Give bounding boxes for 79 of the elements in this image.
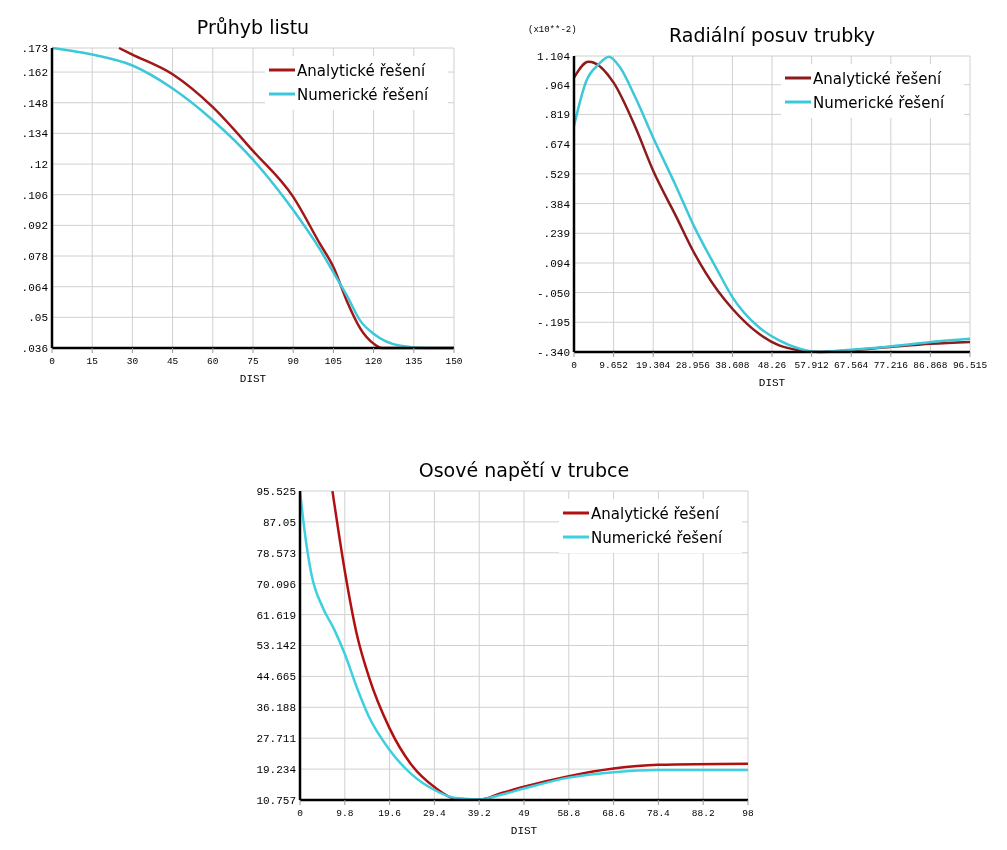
x-axis-title: DIST xyxy=(239,373,267,385)
x-tick-label: 77.216 xyxy=(873,360,909,371)
y-tick-label: 1.104 xyxy=(536,51,571,63)
legend-label: Numerické řešení xyxy=(813,94,945,112)
y-tick-label: .964 xyxy=(543,79,571,92)
x-tick-label: 67.564 xyxy=(834,360,869,371)
y-tick-label: 19.234 xyxy=(256,764,297,777)
y-tick-label: .106 xyxy=(21,189,48,202)
x-tick-label: 9.8 xyxy=(336,808,354,819)
legend-label: Analytické řešení xyxy=(813,70,943,88)
x-tick-label: 150 xyxy=(445,356,463,367)
x-tick-label: 49 xyxy=(518,808,530,819)
legend-label: Numerické řešení xyxy=(297,86,429,104)
x-tick-label: 57.912 xyxy=(794,360,830,371)
y-tick-label: .529 xyxy=(543,168,570,181)
y-tick-label: .05 xyxy=(28,312,48,325)
x-tick-label: 15 xyxy=(86,356,99,367)
x-tick-label: 30 xyxy=(126,356,139,367)
y-tick-label: 27.711 xyxy=(256,733,297,746)
y-tick-label: -.195 xyxy=(536,317,570,330)
y-tick-label: .078 xyxy=(21,251,48,264)
x-tick-label: 0 xyxy=(49,356,56,367)
x-tick-label: 78.4 xyxy=(646,808,671,819)
y-tick-label: 36.188 xyxy=(256,702,296,715)
legend-label: Numerické řešení xyxy=(591,529,723,547)
y-tick-label: .173 xyxy=(21,43,48,55)
x-tick-label: 68.6 xyxy=(602,808,626,819)
y-tick-label: .036 xyxy=(21,343,48,355)
y-tick-label: .064 xyxy=(21,281,49,294)
x-tick-label: 29.4 xyxy=(422,808,447,819)
chart-title: Radiální posuv trubky xyxy=(669,24,875,46)
x-tick-label: 9.652 xyxy=(599,360,629,371)
y-tick-label: .092 xyxy=(21,220,48,233)
y-tick-label: -.340 xyxy=(536,347,570,359)
y-tick-label: .134 xyxy=(21,128,49,141)
y-tick-label: .12 xyxy=(28,159,48,172)
y-tick-label: .094 xyxy=(543,258,571,271)
x-tick-label: 120 xyxy=(365,356,383,367)
x-tick-label: 60 xyxy=(207,356,219,367)
text: (x10**-2) xyxy=(528,25,577,35)
x-tick-label: 96.515 xyxy=(952,360,988,371)
x-tick-label: 90 xyxy=(287,356,300,367)
chart-title: Osové napětí v trubce xyxy=(418,459,630,481)
x-tick-label: 39.2 xyxy=(467,808,491,819)
y-tick-label: 87.05 xyxy=(262,516,296,529)
x-tick-label: 38.608 xyxy=(715,360,750,371)
x-tick-label: 98 xyxy=(742,808,754,819)
y-tick-label: 95.525 xyxy=(256,486,296,498)
y-tick-label: .162 xyxy=(21,67,48,80)
y-tick-label: 10.757 xyxy=(256,795,296,807)
x-tick-label: 19.6 xyxy=(378,808,402,819)
y-tick-label: 44.665 xyxy=(256,671,296,684)
legend-label: Analytické řešení xyxy=(591,505,721,523)
x-tick-label: 28.956 xyxy=(675,360,711,371)
x-tick-label: 75 xyxy=(247,356,259,367)
y-tick-label: 70.096 xyxy=(256,578,296,591)
y-tick-label: 61.619 xyxy=(256,609,296,622)
y-tick-label: .239 xyxy=(543,228,570,241)
x-axis-title: DIST xyxy=(758,377,786,389)
y-tick-label: 53.142 xyxy=(256,640,296,653)
y-tick-label: .148 xyxy=(21,97,48,110)
chart-title: Průhyb listu xyxy=(196,16,310,38)
legend-label: Analytické řešení xyxy=(297,62,427,80)
x-tick-label: 88.2 xyxy=(691,808,715,819)
x-tick-label: 0 xyxy=(571,360,578,371)
x-tick-label: 135 xyxy=(405,356,423,367)
x-tick-label: 0 xyxy=(297,808,304,819)
y-tick-label: .819 xyxy=(543,109,570,122)
x-tick-label: 48.26 xyxy=(757,360,787,371)
y-tick-label: -.050 xyxy=(536,287,570,300)
x-tick-label: 19.304 xyxy=(636,360,671,371)
y-tick-label: .674 xyxy=(543,139,571,152)
x-tick-label: 45 xyxy=(166,356,179,367)
x-tick-label: 105 xyxy=(324,356,343,367)
y-tick-label: .384 xyxy=(543,198,571,211)
x-tick-label: 58.8 xyxy=(557,808,581,819)
x-tick-label: 86.868 xyxy=(913,360,948,371)
x-axis-title: DIST xyxy=(510,825,538,837)
y-tick-label: 78.573 xyxy=(256,547,296,560)
